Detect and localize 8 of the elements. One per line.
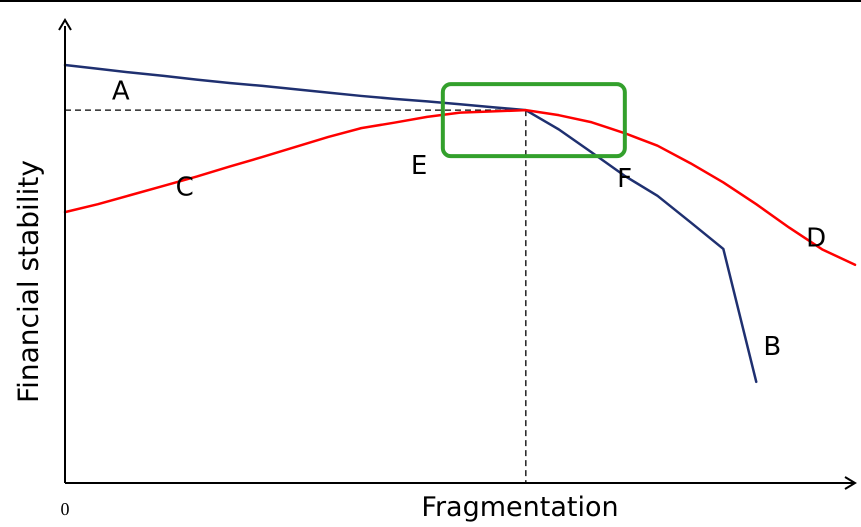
x-axis-title: Fragmentation	[421, 492, 619, 523]
annotation: D	[806, 223, 826, 254]
annotation: B	[763, 332, 782, 362]
y-axis-title: Financial stability	[12, 160, 45, 403]
annotation: E	[410, 150, 428, 181]
annotation: C	[176, 172, 194, 203]
annotation: A	[112, 76, 130, 107]
text: 0	[60, 499, 70, 520]
